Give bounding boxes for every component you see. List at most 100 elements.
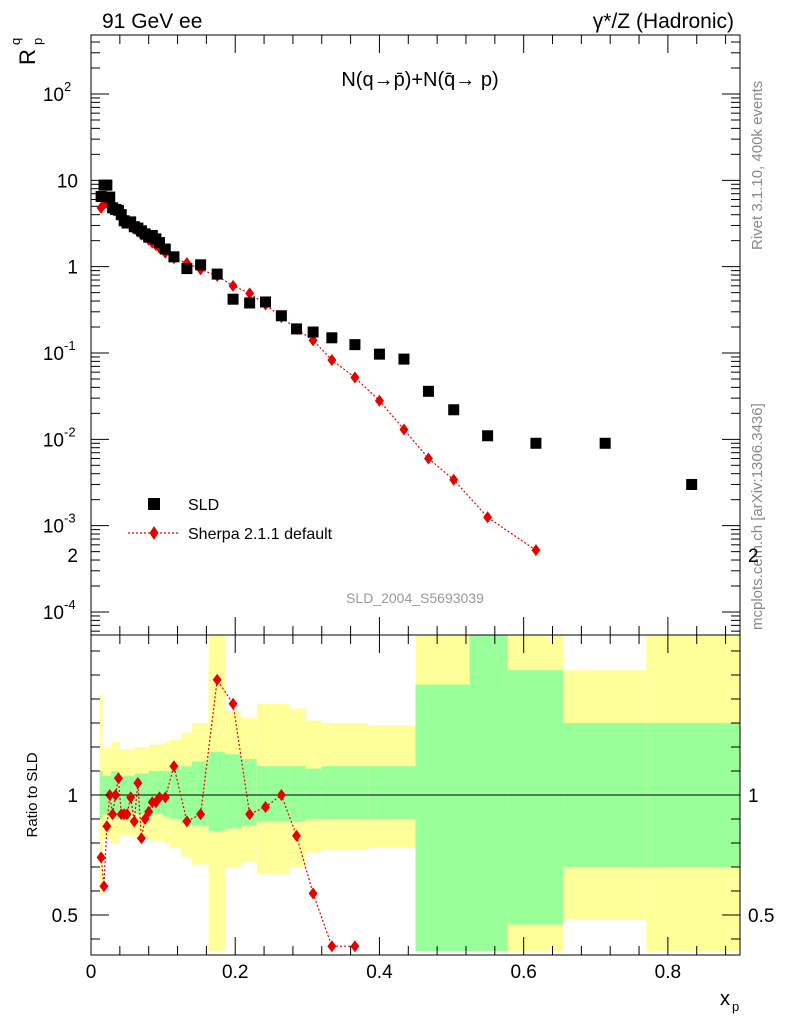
sld-point bbox=[422, 385, 434, 397]
main-y-tick-label: 10 -2 bbox=[43, 424, 76, 451]
ratio-band-inner bbox=[321, 766, 369, 819]
ratio-sherpa-point bbox=[113, 772, 123, 785]
legend-sherpa-label: Sherpa 2.1.1 default bbox=[188, 526, 333, 543]
mcplots-label: mcplots.cern.ch [arXiv:1306.3436] bbox=[749, 403, 766, 630]
ratio-sherpa-point bbox=[111, 789, 121, 801]
x-tick-label: 0 bbox=[86, 962, 97, 983]
ratio-band-inner bbox=[240, 759, 257, 827]
sld-point bbox=[275, 310, 287, 322]
ratio-sherpa-point bbox=[350, 940, 360, 953]
ratio-sherpa-point bbox=[245, 808, 255, 821]
sld-point bbox=[159, 243, 171, 255]
tick-base: 10 bbox=[43, 85, 64, 106]
sld-point bbox=[195, 259, 207, 271]
ratio-ticks bbox=[90, 635, 740, 955]
main-y-tick-label: 10 bbox=[57, 171, 78, 192]
ratio-y-tick-label: 0.5 bbox=[52, 906, 78, 927]
ratio-sherpa-point bbox=[136, 832, 146, 845]
ratio-sherpa-series bbox=[96, 673, 360, 953]
x-tick-label: 0.6 bbox=[510, 962, 536, 983]
sld-point bbox=[101, 179, 113, 191]
ratio-sherpa-point bbox=[327, 940, 337, 953]
legend: SLD Sherpa 2.1.1 default bbox=[128, 497, 333, 543]
ratio-band-inner bbox=[469, 635, 508, 951]
tick-base: 10 bbox=[43, 517, 64, 538]
sherpa-point bbox=[327, 353, 337, 366]
legend-sld-label: SLD bbox=[188, 497, 219, 514]
sld-point bbox=[686, 478, 698, 490]
ratio-band-inner bbox=[507, 670, 564, 925]
sld-point bbox=[227, 293, 239, 305]
sld-point bbox=[398, 353, 410, 365]
tick-exponent: 2 bbox=[64, 79, 71, 94]
main-ticks bbox=[90, 35, 740, 635]
y-label-sub: p bbox=[30, 38, 45, 45]
sld-point bbox=[260, 296, 272, 308]
tick-base: 10 bbox=[43, 430, 64, 451]
main-y-tick-label: 10 2 bbox=[43, 79, 71, 106]
sld-point bbox=[154, 237, 166, 249]
ratio-sherpa-point bbox=[144, 805, 154, 818]
y-label-base: R bbox=[15, 49, 40, 65]
ratio-sherpa-point bbox=[292, 829, 302, 842]
ratio-band-inner bbox=[191, 761, 207, 827]
tick-base: 10 bbox=[43, 344, 64, 365]
sherpa-point bbox=[449, 473, 459, 486]
ratio-sherpa-point bbox=[196, 808, 206, 821]
main-frame bbox=[90, 34, 741, 636]
tick-base: 10 bbox=[57, 171, 78, 192]
ratio-sherpa-point bbox=[129, 815, 139, 828]
x-tick-label: 0.4 bbox=[366, 962, 393, 983]
main-y-tick-label: 10 -1 bbox=[43, 338, 76, 365]
ratio-sherpa-point bbox=[133, 777, 143, 789]
main-y-tick-label: 10 -3 bbox=[43, 511, 76, 538]
ratio-sherpa-point bbox=[276, 789, 286, 801]
sld-point bbox=[530, 437, 542, 449]
ratio-sherpa-point bbox=[108, 808, 118, 821]
ratio-panel: 0.5 0.5 1 1 2 2 0 0.2 0.4 0.6 0.8 Ratio to SLD x … bbox=[24, 546, 774, 1014]
sherpa-point bbox=[531, 544, 541, 557]
ratio-sherpa-point bbox=[140, 813, 150, 825]
ratio-band-inner bbox=[368, 766, 416, 819]
ratio-band-inner bbox=[415, 684, 470, 951]
ratio-band-inner bbox=[170, 768, 182, 819]
sld-point bbox=[211, 268, 223, 280]
ratio-band-inner bbox=[206, 761, 209, 827]
main-y-tick-label: 1 bbox=[67, 258, 78, 279]
sld-point bbox=[349, 339, 361, 351]
x-tick-labels: 0 0.2 0.4 0.6 0.8 bbox=[86, 962, 681, 983]
ratio-sherpa-point bbox=[308, 887, 318, 900]
ratio-sherpa-point bbox=[126, 791, 136, 804]
ratio-sherpa-point bbox=[228, 697, 238, 710]
ratio-y-tick-label-right: 2 bbox=[748, 546, 759, 567]
sld-point bbox=[244, 297, 256, 309]
main-y-tick-label: 10 -4 bbox=[43, 597, 76, 624]
ratio-sherpa-point bbox=[96, 851, 106, 864]
ratio-y-tick-label: 2 bbox=[67, 546, 78, 567]
tick-exponent: -4 bbox=[64, 597, 76, 612]
sld-point bbox=[599, 437, 611, 449]
ratio-band-inner bbox=[208, 751, 226, 831]
ratio-sherpa-point bbox=[155, 791, 165, 804]
sherpa-point bbox=[423, 452, 433, 465]
sld-point bbox=[326, 332, 338, 344]
sld-point bbox=[168, 251, 180, 263]
ratio-band-inner bbox=[305, 768, 322, 819]
sherpa-point bbox=[399, 423, 409, 436]
ratio-sherpa-point bbox=[160, 791, 170, 804]
analysis-id: SLD_2004_S5693039 bbox=[346, 590, 484, 606]
sld-point bbox=[448, 404, 460, 416]
process-title: γ*/Z (Hadronic) bbox=[593, 10, 734, 33]
sld-point bbox=[291, 323, 303, 335]
tick-exponent: -3 bbox=[64, 511, 76, 526]
process-label: N(q→p̄)+N(q̄→ p) bbox=[341, 69, 498, 91]
tick-base: 10 bbox=[43, 603, 64, 624]
sld-series bbox=[95, 179, 698, 490]
sld-point bbox=[181, 263, 193, 275]
ratio-band-inner bbox=[289, 766, 306, 822]
sld-point bbox=[95, 190, 107, 202]
rivet-version-label: Rivet 3.1.10, 400k events bbox=[749, 81, 766, 250]
